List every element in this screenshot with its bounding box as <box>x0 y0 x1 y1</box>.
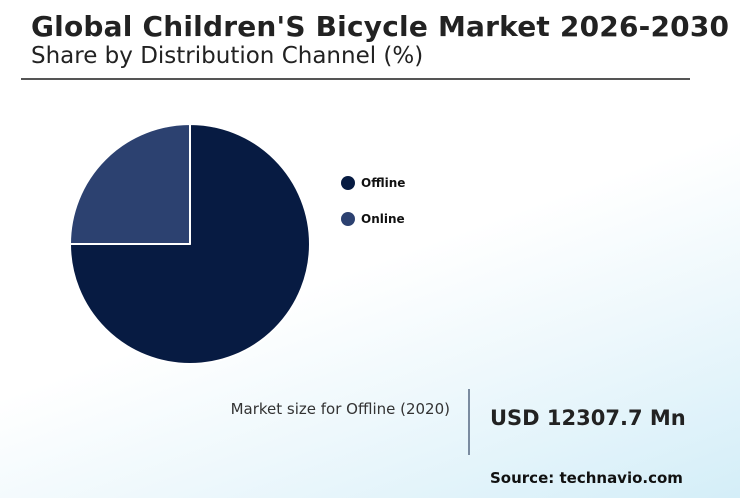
pie-slice-offline <box>69 123 311 365</box>
market-size-value: USD 12307.7 Mn <box>490 406 686 430</box>
chart-title: Global Children'S Bicycle Market 2026-20… <box>31 10 730 43</box>
pie-slice-online <box>69 123 191 245</box>
source-credit: Source: technavio.com <box>490 469 683 487</box>
legend-item-online: Online <box>341 212 405 226</box>
market-size-label: Market size for Offline (2020) <box>230 400 450 418</box>
title-divider <box>21 78 690 80</box>
legend-label-online: Online <box>361 212 405 226</box>
chart-subtitle: Share by Distribution Channel (%) <box>31 43 424 69</box>
legend-marker-offline <box>341 176 355 190</box>
market-divider <box>468 389 470 455</box>
legend-label-offline: Offline <box>361 176 406 190</box>
legend-marker-online <box>341 212 355 226</box>
legend-item-offline: Offline <box>341 176 405 190</box>
